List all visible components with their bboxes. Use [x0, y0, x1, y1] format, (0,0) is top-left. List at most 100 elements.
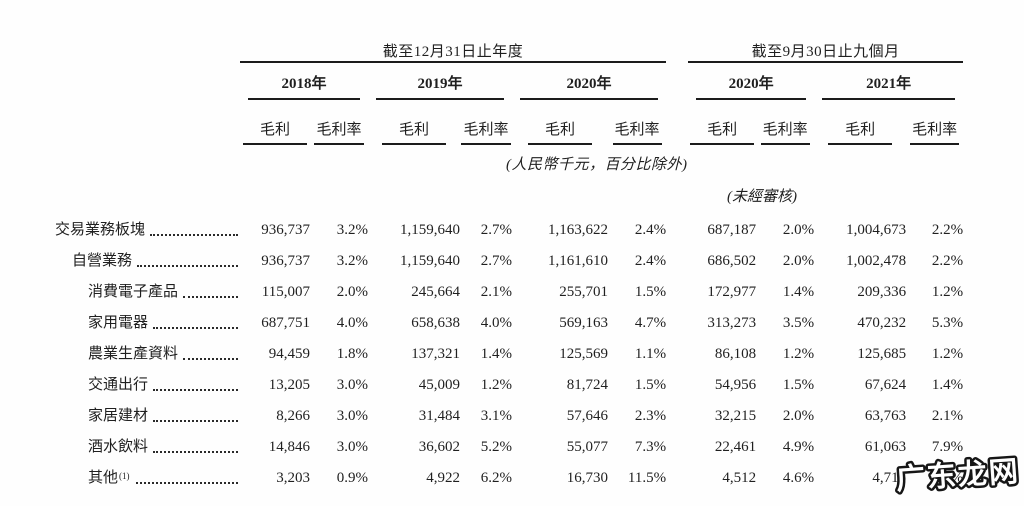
margin-value: 1.2%	[931, 346, 964, 362]
margin-value: 4.6%	[782, 470, 815, 486]
column-gap	[666, 463, 688, 494]
gross-profit-table: 截至12月31日止年度 截至9月30日止九個月 2018年 2019年 2020…	[55, 24, 964, 494]
margin-value: 1.5%	[634, 284, 667, 300]
margin-value: 5.3%	[931, 315, 964, 331]
margin-value: 7.9%	[931, 439, 964, 455]
table-row: 家居建材 8,266 3.0% 31,484 3.1% 57,646 2.3% 32,215 2…	[55, 401, 963, 432]
margin-value: 2.0%	[782, 253, 815, 269]
margin-value: 1.5%	[782, 377, 815, 393]
metric-header-row: 毛利 毛利率 毛利 毛利率 毛利 毛利率 毛利 毛利率 毛利 毛利率	[55, 100, 963, 145]
margin-value: 3.0%	[336, 377, 368, 393]
table-row: 交易業務板塊 936,737 3.2% 1,159,640 2.7% 1,163,622 2…	[55, 215, 963, 246]
margin-value: 1.1%	[634, 346, 667, 362]
profit-value: 245,664	[411, 284, 460, 300]
gross-margin-header: 毛利率	[461, 118, 511, 145]
margin-value: 1.2%	[931, 284, 964, 300]
margin-value: 3.2%	[336, 253, 368, 269]
profit-value: 36,602	[418, 439, 460, 455]
period-group-nine-month-title: 截至9月30日止九個月	[688, 24, 964, 63]
gross-profit-header: 毛利	[828, 118, 893, 145]
column-gap	[666, 246, 688, 277]
margin-value: 4.0%	[480, 315, 512, 331]
margin-value: 4.7%	[634, 315, 667, 331]
margin-value: 3.0%	[336, 439, 368, 455]
margin-value: 2.7%	[480, 222, 512, 238]
profit-value: 86,108	[714, 346, 757, 362]
profit-value: 16,730	[566, 470, 608, 486]
table-row: 自營業務 936,737 3.2% 1,159,640 2.7% 1,161,610 2.4…	[55, 246, 963, 277]
dot-leader	[183, 295, 238, 298]
profit-value: 658,638	[411, 315, 460, 331]
dot-leader	[183, 357, 238, 360]
margin-value: 1.5%	[634, 377, 667, 393]
profit-value: 569,163	[559, 315, 608, 331]
profit-value: 22,461	[714, 439, 757, 455]
profit-value: 94,459	[268, 346, 310, 362]
watermark-text: 广东龙网	[895, 454, 1021, 497]
profit-value: 13,205	[268, 377, 310, 393]
table-row: 消費電子產品 115,007 2.0% 245,664 2.1% 255,701 1.5% 1…	[55, 277, 963, 308]
margin-value: 2.0%	[931, 470, 964, 486]
profit-value: 115,007	[261, 284, 310, 300]
margin-value: 2.2%	[931, 253, 964, 269]
footnote-ref: (1)	[119, 470, 130, 481]
unit-note: (人民幣千元，百分比除外)	[506, 157, 688, 173]
profit-value: 54,956	[714, 377, 757, 393]
dot-leader	[153, 450, 238, 453]
profit-value: 687,751	[261, 315, 310, 331]
year-label-2021-9m: 2021年	[822, 72, 956, 100]
margin-value: 4.0%	[336, 315, 368, 331]
column-gap	[666, 432, 688, 463]
profit-value: 81,724	[566, 377, 608, 393]
margin-value: 3.5%	[782, 315, 815, 331]
dot-leader	[137, 264, 238, 267]
profit-value: 63,763	[864, 408, 907, 424]
table-row: 其他 (1) 3,203 0.9% 4,922 6.2% 16,730 11.5% 4,512 4…	[55, 463, 963, 494]
profit-value: 255,701	[559, 284, 608, 300]
gross-profit-header: 毛利	[242, 118, 307, 145]
margin-value: 3.2%	[336, 222, 368, 238]
margin-value: 2.2%	[931, 222, 964, 238]
profit-value: 8,266	[276, 408, 310, 424]
margin-value: 4.9%	[782, 439, 815, 455]
year-header-row: 2018年 2019年 2020年 2020年 2021年	[55, 62, 963, 100]
row-label: 自營業務	[72, 253, 133, 270]
profit-value: 1,004,673	[846, 222, 907, 238]
profit-value: 470,232	[857, 315, 907, 331]
profit-value: 125,569	[559, 346, 608, 362]
profit-value: 313,273	[707, 315, 757, 331]
gross-margin-header: 毛利率	[910, 118, 960, 145]
profit-value: 137,321	[411, 346, 460, 362]
column-gap	[666, 401, 688, 432]
margin-value: 6.2%	[480, 470, 512, 486]
year-label-2020-9m: 2020年	[696, 72, 807, 100]
margin-value: 2.4%	[634, 222, 667, 238]
year-label-2020: 2020年	[520, 72, 659, 100]
row-label: 家用電器	[88, 315, 149, 332]
profit-value: 1,159,640	[400, 222, 460, 238]
gross-margin-header: 毛利率	[612, 118, 662, 145]
table-row: 酒水飲料 14,846 3.0% 36,602 5.2% 55,077 7.3% 22,461…	[55, 432, 963, 463]
unaudited-note: (未經審核)	[727, 189, 797, 205]
margin-value: 1.8%	[336, 346, 368, 362]
column-gap	[666, 370, 688, 401]
profit-value: 686,502	[707, 253, 757, 269]
profit-value: 209,336	[857, 284, 907, 300]
table-row: 交通出行 13,205 3.0% 45,009 1.2% 81,724 1.5% 54,956…	[55, 370, 963, 401]
row-label: 消費電子產品	[88, 284, 179, 301]
margin-value: 5.2%	[480, 439, 512, 455]
margin-value: 2.1%	[480, 284, 512, 300]
margin-value: 1.2%	[480, 377, 512, 393]
margin-value: 1.4%	[931, 377, 964, 393]
margin-value: 3.0%	[336, 408, 368, 424]
profit-value: 172,977	[707, 284, 757, 300]
dot-leader	[150, 233, 238, 236]
profit-value: 1,002,478	[846, 253, 907, 269]
profit-value: 687,187	[707, 222, 757, 238]
dot-leader	[135, 481, 238, 484]
table-row: 家用電器 687,751 4.0% 658,638 4.0% 569,163 4.7% 313…	[55, 308, 963, 339]
column-gap	[666, 24, 688, 62]
profit-value: 67,624	[864, 377, 907, 393]
row-label: 交通出行	[88, 377, 149, 394]
